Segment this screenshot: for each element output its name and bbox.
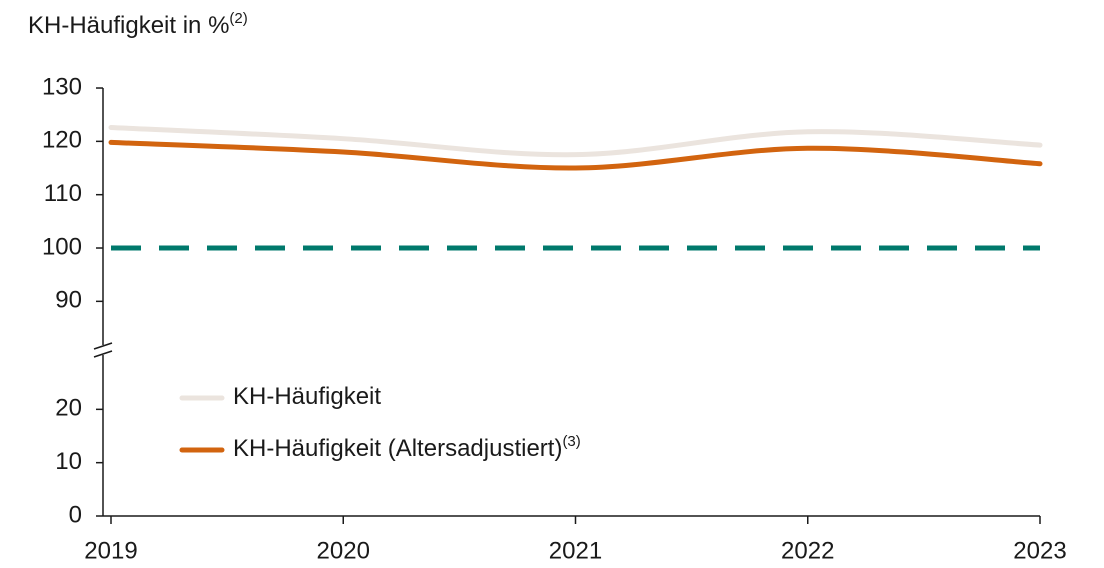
x-tick-label: 2021 xyxy=(549,537,602,564)
title-note: (2) xyxy=(229,10,247,27)
series-line xyxy=(108,124,1043,158)
axis-break xyxy=(93,350,113,358)
chart-title: KH-Häufigkeit in %(2) xyxy=(28,10,248,39)
y-tick-label: 20 xyxy=(55,395,82,422)
legend-note: (3) xyxy=(562,433,580,450)
axis-break xyxy=(93,342,113,350)
y-tick-label: 120 xyxy=(42,127,82,154)
legend-text: KH-Häufigkeit (Altersadjustiert) xyxy=(233,435,562,462)
y-tick-label: 100 xyxy=(42,233,82,260)
x-tick-label: 2023 xyxy=(1013,537,1066,564)
x-tick-label: 2020 xyxy=(317,537,370,564)
y-tick-label: 90 xyxy=(55,287,82,314)
x-tick-label: 2022 xyxy=(781,537,834,564)
legend-text: KH-Häufigkeit xyxy=(233,383,381,410)
series-line xyxy=(108,139,1043,171)
title-text: KH-Häufigkeit in % xyxy=(28,12,229,39)
x-tick-label: 2019 xyxy=(84,537,137,564)
y-tick-label: 10 xyxy=(55,448,82,475)
legend-label: KH-Häufigkeit (Altersadjustiert)(3) xyxy=(233,433,581,462)
y-tick-label: 110 xyxy=(44,180,82,207)
legend-label: KH-Häufigkeit xyxy=(233,383,381,410)
y-tick-label: 0 xyxy=(69,501,82,528)
y-tick-label: 130 xyxy=(42,73,82,100)
